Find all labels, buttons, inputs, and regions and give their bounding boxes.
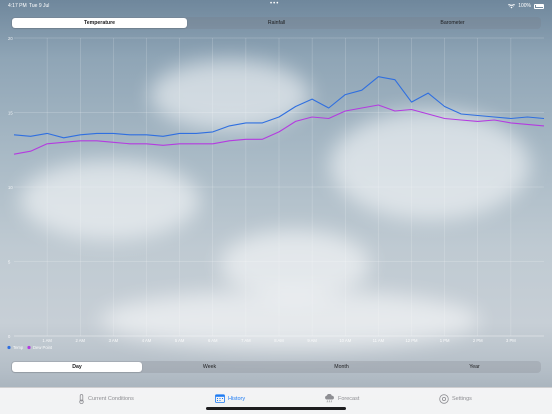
y-tick-label: 5 <box>8 260 11 265</box>
y-tick-label: 0 <box>8 334 11 339</box>
range-segmented-control: Day Week Month Year <box>11 361 541 373</box>
cloud-rain-icon <box>325 394 334 403</box>
tab-current-conditions[interactable]: Current Conditions <box>78 394 134 404</box>
battery-icon <box>534 3 544 9</box>
legend-swatch <box>7 345 11 350</box>
y-tick-label: 20 <box>8 36 13 41</box>
thermometer-icon <box>79 394 84 404</box>
status-bar: 4:17 PM Tue 9 Jul ••• 100% <box>0 0 552 11</box>
tab-label-history: History <box>228 395 246 402</box>
x-tick-label: 2 PM <box>473 338 483 343</box>
x-tick-label: 1 AM <box>42 338 52 343</box>
metric-segmented-control: Temperature Rainfall Barometer <box>11 17 541 29</box>
x-tick-label: 3 PM <box>506 338 516 343</box>
series-line-temp <box>13 76 545 139</box>
tab-bar: Current Conditions History Forecast Sett… <box>0 387 552 414</box>
multitasking-dots-icon[interactable]: ••• <box>270 1 280 7</box>
tab-label-current-conditions: Current Conditions <box>88 396 134 402</box>
gear-circle-icon <box>439 394 449 404</box>
x-axis-ticks: 1 AM 2 AM 3 AM 4 AM 5 AM 6 AM 7 AM 8 AM 9 AM 10 A… <box>42 338 516 343</box>
status-date: Tue 9 Jul <box>29 3 50 9</box>
x-tick-label: 10 AM <box>339 338 351 343</box>
x-tick-label: 4 AM <box>142 338 152 343</box>
x-tick-label: 12 PM <box>405 338 418 343</box>
legend-label: Dew Point <box>33 345 53 350</box>
x-tick-label: 6 AM <box>208 338 218 343</box>
legend-swatch <box>27 345 31 350</box>
calendar-icon <box>215 394 225 403</box>
y-tick-label: 10 <box>8 185 13 190</box>
segment-week[interactable]: Week <box>202 364 217 370</box>
segment-day[interactable]: Day <box>12 362 142 372</box>
x-tick-label: 8 AM <box>274 338 284 343</box>
legend-label: Temp <box>13 345 24 350</box>
x-tick-label: 9 AM <box>307 338 317 343</box>
tab-forecast[interactable]: Forecast <box>324 394 359 403</box>
x-tick-label: 11 AM <box>373 338 385 343</box>
segment-year[interactable]: Year <box>469 364 480 370</box>
battery-percent: 100% <box>518 3 531 9</box>
chart-grid <box>14 37 544 337</box>
temperature-chart: 20 15 10 5 0 1 AM 2 AM 3 AM 4 AM 5 AM 6 AM 7 AM 8 A… <box>7 36 545 350</box>
segment-rainfall[interactable]: Rainfall <box>267 20 286 26</box>
home-indicator <box>206 407 346 410</box>
y-tick-label: 15 <box>8 111 13 116</box>
x-tick-label: 7 AM <box>241 338 251 343</box>
status-time: 4:17 PM <box>8 3 27 9</box>
chart-legend: Temp Dew Point <box>7 345 53 350</box>
tab-settings[interactable]: Settings <box>439 394 472 404</box>
tab-history[interactable]: History <box>215 394 245 403</box>
segment-barometer[interactable]: Barometer <box>440 20 465 26</box>
x-tick-label: 5 AM <box>175 338 185 343</box>
segment-month[interactable]: Month <box>334 364 349 370</box>
series-line-dew-point <box>13 104 545 155</box>
y-axis-ticks: 20 15 10 5 0 <box>8 36 13 339</box>
chart-lines <box>13 76 545 155</box>
x-tick-label: 2 AM <box>75 338 85 343</box>
wifi-icon <box>508 3 516 8</box>
tab-label-settings: Settings <box>452 396 472 402</box>
x-tick-label: 3 AM <box>109 338 119 343</box>
x-tick-label: 1 PM <box>440 338 450 343</box>
tab-label-forecast: Forecast <box>338 395 360 402</box>
segment-temperature[interactable]: Temperature <box>12 18 187 28</box>
